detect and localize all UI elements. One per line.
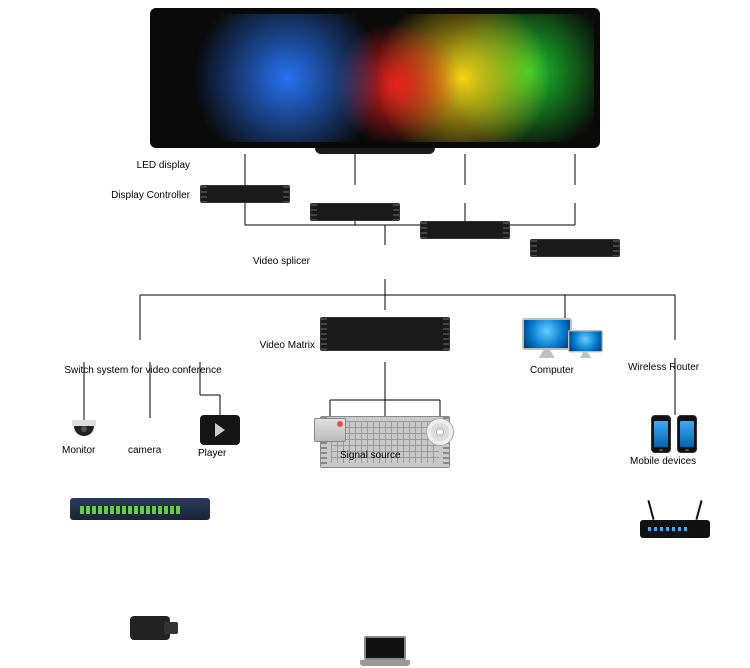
display-controller-2 [310,203,400,221]
computer-label: Computer [530,365,600,376]
mobile-devices [650,415,698,458]
wireless-router [640,520,710,538]
video-splicer-label: Video splicer [200,256,310,267]
led-display [150,8,600,148]
player-label: Player [198,448,244,459]
camera-icon [130,616,170,640]
monitor-label: Monitor [62,445,108,456]
player-icon [200,415,240,445]
mobile-label: Mobile devices [630,456,720,467]
video-splicer [320,317,450,351]
display-controller-label: Display Controller [50,190,190,201]
disc-icon [426,418,454,446]
display-controller-4 [530,239,620,257]
signal-source-label: Signal source [340,450,430,461]
router-label: Wireless Router [628,362,723,373]
monitor-camera-icon [70,420,98,447]
display-controller-3 [420,221,510,239]
video-matrix-label: Video Matrix [225,340,315,351]
computer-group [520,318,620,358]
camera-label: camera [128,445,174,456]
led-display-label: LED display [50,160,190,171]
laptop-icon [360,636,410,668]
switch-label: Switch system for video conference [48,365,238,376]
switch-device [70,498,210,520]
hdd-icon [314,418,346,442]
display-controller-1 [200,185,290,203]
